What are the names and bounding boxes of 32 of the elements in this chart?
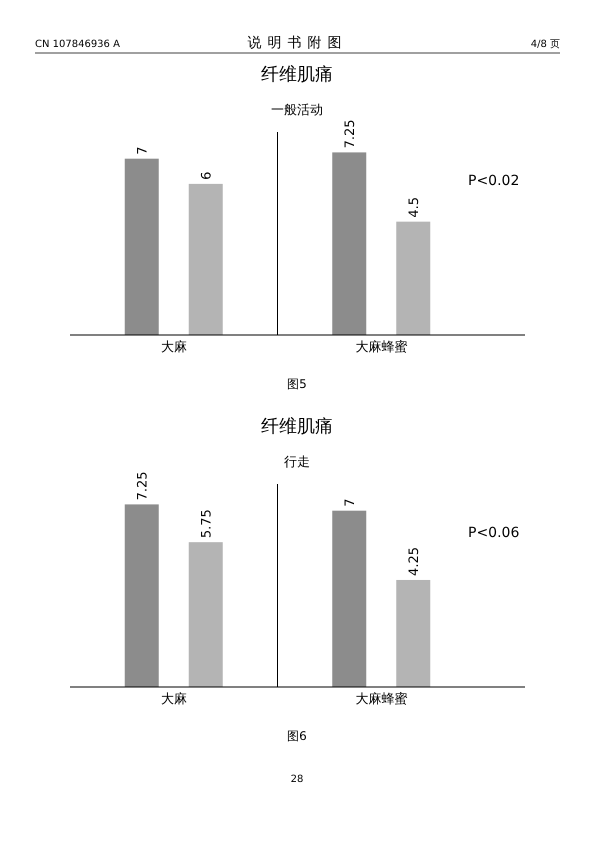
x-tick-label: 大麻蜂蜜 xyxy=(355,339,408,355)
bar xyxy=(396,222,430,335)
text: 28 xyxy=(290,774,304,785)
annotation: P<0.02 xyxy=(468,173,520,189)
data-label: 7 xyxy=(136,146,151,155)
bar xyxy=(332,152,366,335)
data-label: 7.25 xyxy=(136,471,151,500)
data-label: 5.75 xyxy=(200,509,215,538)
x-tick-label: 大麻蜂蜜 xyxy=(355,691,408,707)
bar xyxy=(188,542,223,687)
chart-subtitle: 行走 xyxy=(284,455,310,470)
annotation: P<0.06 xyxy=(468,525,520,541)
data-label: 4.25 xyxy=(407,547,422,576)
bar xyxy=(188,184,223,335)
text: CN 107846936 A xyxy=(35,39,120,50)
caption: 图5 xyxy=(287,377,307,391)
chart-title: 纤维肌痛 xyxy=(261,416,333,437)
text: 4/8 页 xyxy=(530,39,560,50)
bar xyxy=(124,158,159,335)
x-tick-label: 大麻 xyxy=(160,340,187,355)
bar xyxy=(124,504,159,687)
bar xyxy=(396,580,430,687)
chart-subtitle: 一般活动 xyxy=(271,103,323,118)
data-label: 4.5 xyxy=(407,196,422,218)
data-label: 7 xyxy=(343,498,358,507)
chart-title: 纤维肌痛 xyxy=(261,64,333,85)
data-label: 7.25 xyxy=(343,119,358,148)
caption: 图6 xyxy=(287,729,307,743)
x-tick-label: 大麻 xyxy=(160,692,187,707)
bar xyxy=(332,510,366,687)
text: 说明书附图 xyxy=(248,35,348,51)
data-label: 6 xyxy=(200,172,215,180)
